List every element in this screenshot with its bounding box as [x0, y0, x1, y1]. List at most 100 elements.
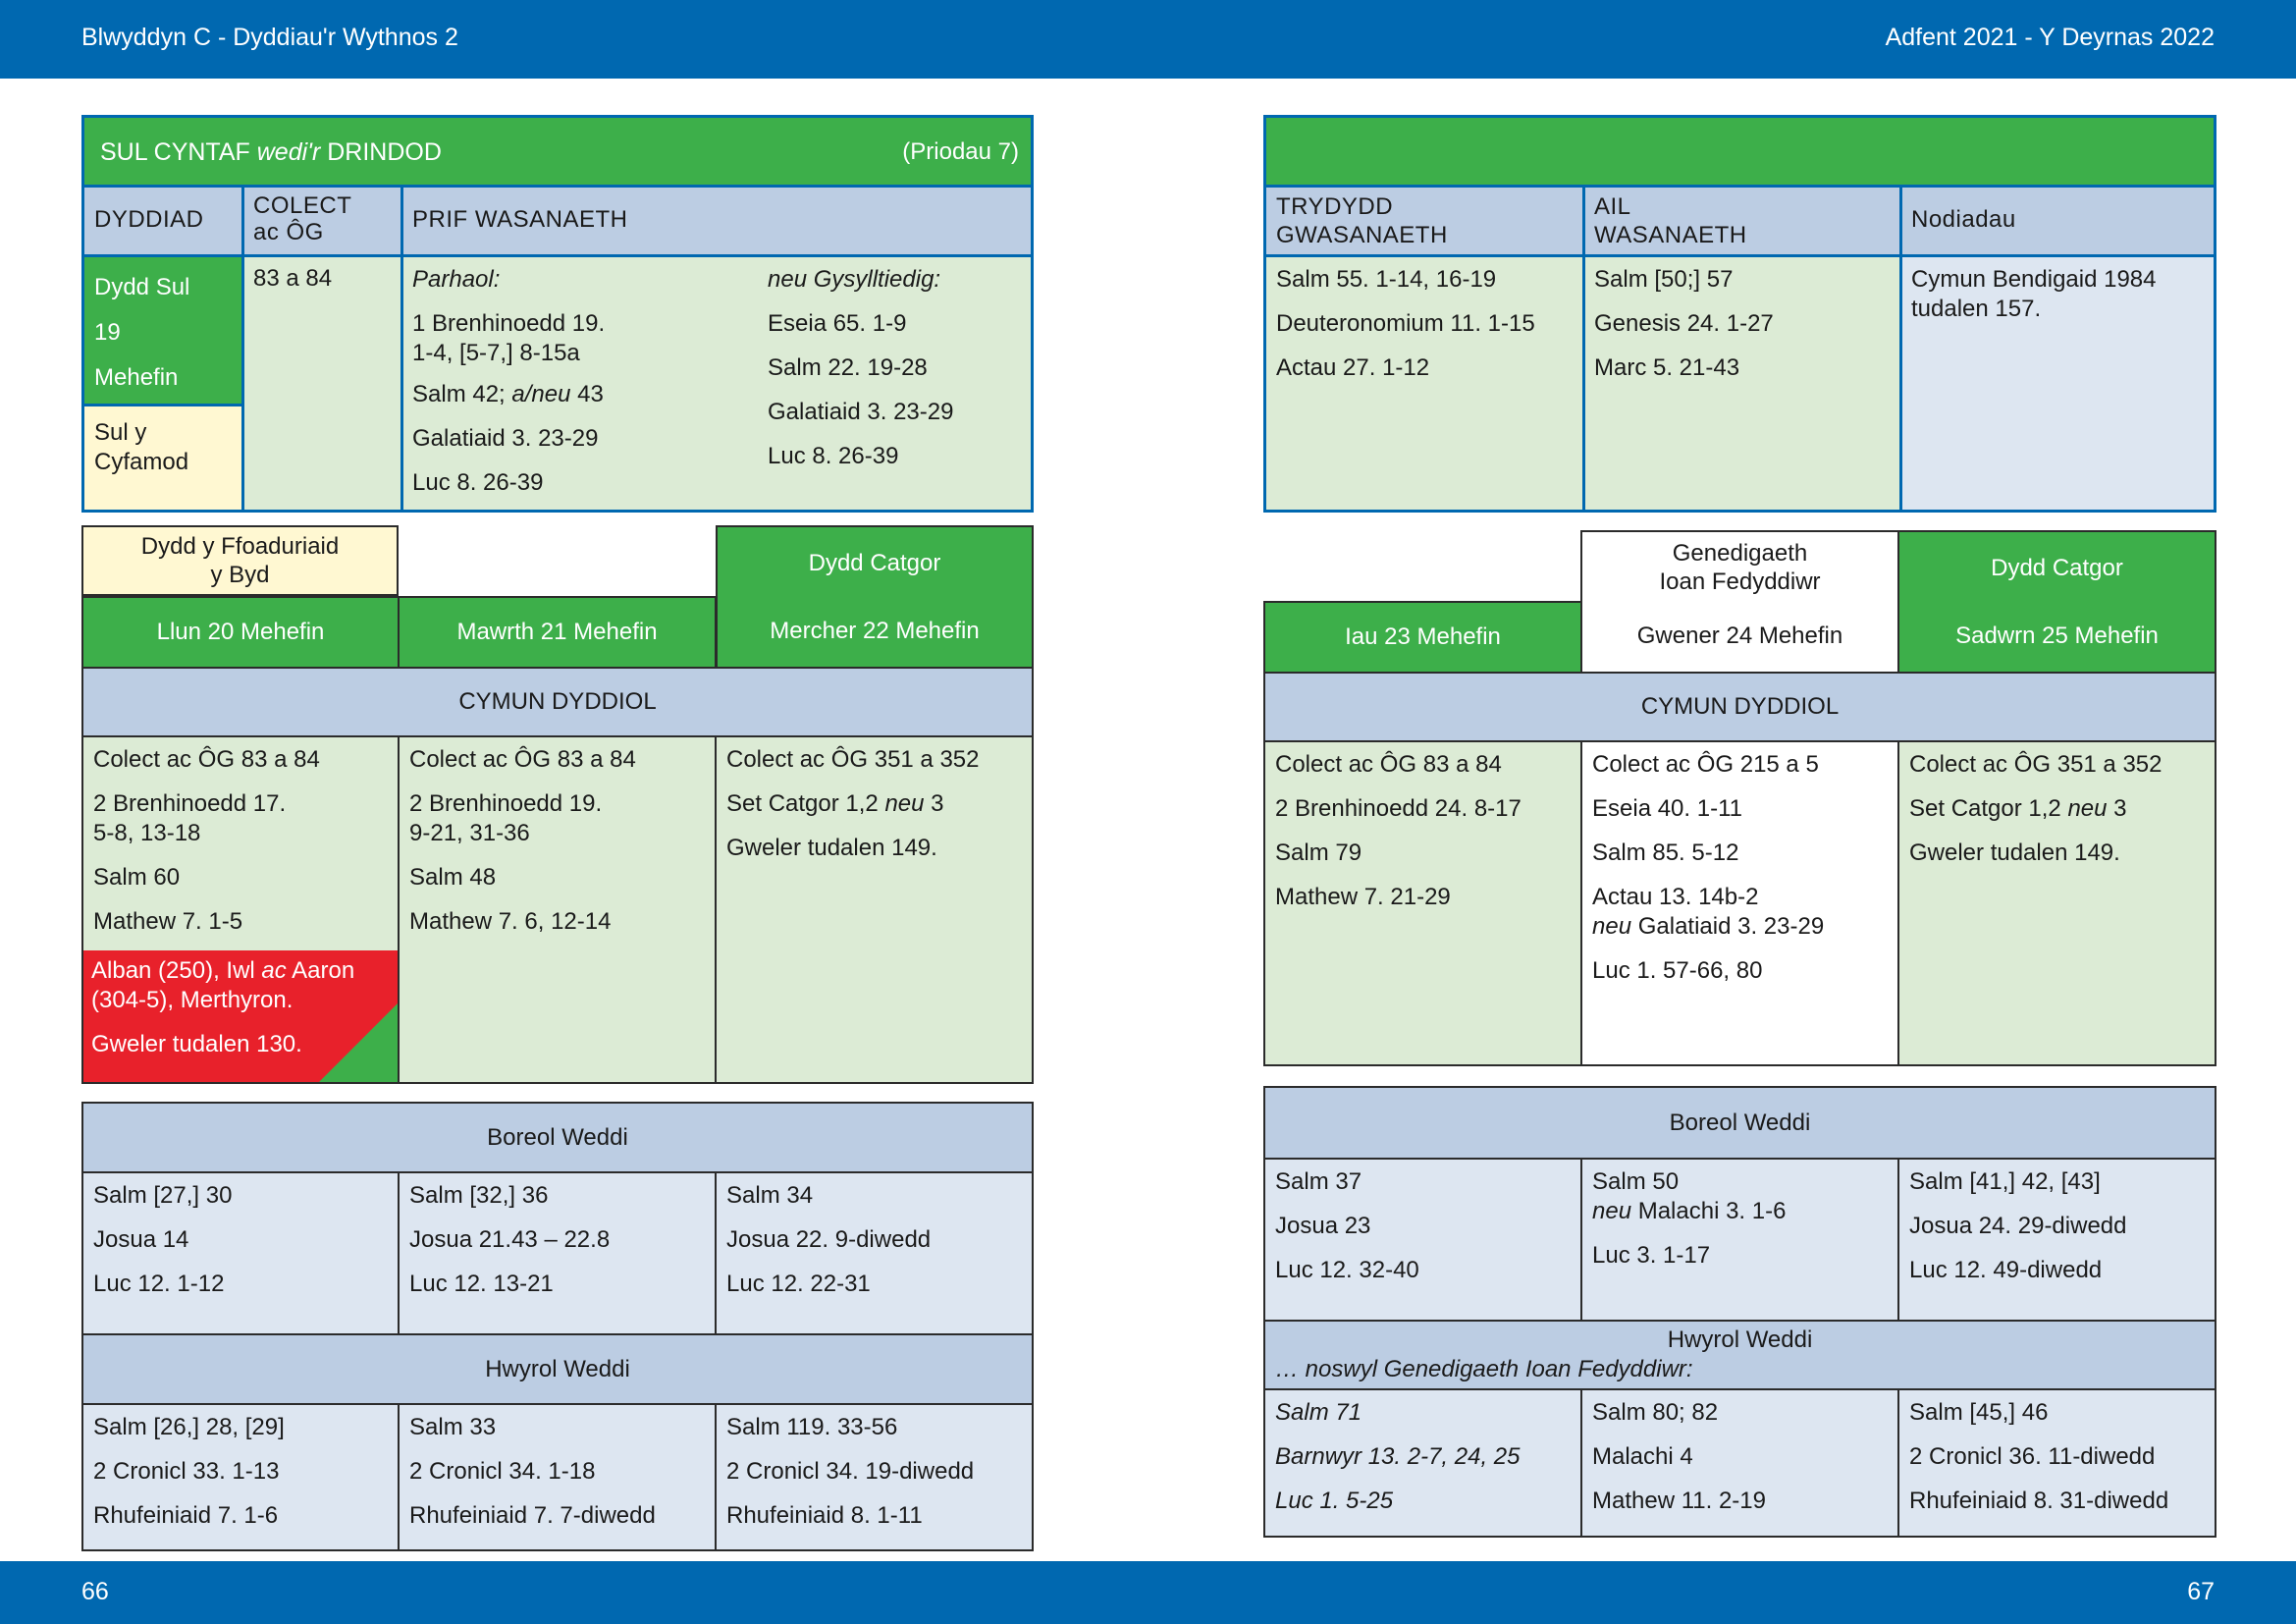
divider — [1899, 188, 1902, 254]
col-header-collect: COLECT ac ÔG — [253, 192, 352, 245]
col-header-main: PRIF WASANAETH — [412, 206, 628, 233]
reading: Deuteronomium 11. 1-15 — [1276, 310, 1535, 337]
divider — [400, 188, 403, 254]
notes-text: Cymun Bendigaid 1984 tudalen 157. — [1911, 266, 2157, 322]
reading-psalm: Salm 42; a/neu 43 — [412, 381, 604, 407]
eucharist-reading: Colect ac ÔG 83 a 84 — [409, 746, 636, 773]
eucharist-reading: Gweler tudalen 149. — [726, 835, 937, 861]
sunday-note: (Priodau 7) — [902, 138, 1019, 165]
evening-reading: Barnwyr 13. 2-7, 24, 25 — [1275, 1443, 1521, 1470]
weekday-name-3: Mercher 22 Mehefin — [770, 618, 980, 644]
reading: 1 Brenhinoedd 19. 1-4, [5-7,] 8-15a — [412, 310, 606, 366]
third-service-cell: Salm 55. 1-14, 16-19 Deuteronomium 11. 1… — [1266, 257, 1582, 510]
eucharist-reading: Colect ac ÔG 83 a 84 — [93, 746, 320, 773]
eucharist-reading: Eseia 40. 1-11 — [1592, 795, 1742, 822]
collect-cell: 83 a 84 — [244, 257, 400, 510]
commemoration-line: Alban (250), Iwl ac Aaron — [91, 957, 355, 984]
eucharist-reading: Colect ac ÔG 215 a 5 — [1592, 751, 1819, 778]
morning-reading: Salm [41,] 42, [43] — [1909, 1168, 2101, 1195]
date-day: Dydd Sul — [94, 274, 190, 300]
page-header: Blwyddyn C - Dyddiau'r Wythnos 2 Adfent … — [0, 0, 2296, 79]
reading: Genesis 24. 1-27 — [1594, 310, 1774, 337]
commemoration-box: Alban (250), Iwl ac Aaron (304-5), Merth… — [83, 950, 398, 1082]
main-service-principal: Parhaol: 1 Brenhinoedd 19. 1-4, [5-7,] 8… — [412, 265, 746, 498]
eucharist-col-5: Colect ac ÔG 215 a 5 Eseia 40. 1-11 Salm… — [1580, 740, 1899, 1066]
eucharist-reading: Salm 48 — [409, 864, 497, 891]
eucharist-reading: Colect ac ÔG 351 a 352 — [1909, 751, 2163, 778]
weekday-name-4: Iau 23 Mehefin — [1263, 601, 1582, 674]
right-title-bar — [1266, 118, 2214, 188]
evening-col-2: Salm 33 2 Cronicl 34. 1-18 Rhufeiniaid 7… — [398, 1403, 717, 1551]
evening-reading: Rhufeiniaid 8. 1-11 — [726, 1502, 923, 1529]
col-header-date: DYDDIAD — [94, 206, 204, 233]
eucharist-reading: Gweler tudalen 149. — [1909, 839, 2120, 866]
right-column-header-row: TRYDYDD GWASANAETH AIL WASANAETH Nodiada… — [1266, 188, 2214, 257]
collect-value: 83 a 84 — [253, 265, 333, 292]
evening-reading: Luc 1. 5-25 — [1275, 1488, 1394, 1514]
evening-col-3: Salm 119. 33-56 2 Cronicl 34. 19-diwedd … — [715, 1403, 1034, 1551]
sunday-name-cell: Sul y Cyfamod — [84, 406, 241, 510]
eucharist-reading: Colect ac ÔG 351 a 352 — [726, 746, 980, 773]
evening-prayer-title: Hwyrol Weddi — [81, 1333, 1034, 1405]
morning-reading: Salm 34 — [726, 1182, 814, 1209]
eucharist-reading: 2 Brenhinoedd 24. 8-17 — [1275, 795, 1522, 822]
evening-reading: Salm 80; 82 — [1592, 1399, 1719, 1426]
divider — [241, 257, 244, 510]
divider — [241, 188, 244, 254]
header-right-title: Adfent 2021 - Y Deyrnas 2022 — [1885, 24, 2215, 51]
eucharist-reading: Mathew 7. 21-29 — [1275, 884, 1451, 910]
related-label: neu Gysylltiedig: — [768, 266, 941, 293]
morning-reading: Salm [32,] 36 — [409, 1182, 549, 1209]
evening-reading: 2 Cronicl 36. 11-diwedd — [1909, 1443, 2156, 1470]
evening-reading: Salm 71 — [1275, 1399, 1362, 1426]
evening-reading: Rhufeiniaid 7. 1-6 — [93, 1502, 279, 1529]
morning-reading: Salm 50 — [1592, 1168, 1680, 1195]
reading: Salm 55. 1-14, 16-19 — [1276, 266, 1497, 293]
reading: Salm 22. 19-28 — [768, 354, 928, 381]
weekday-above-3: Dydd Catgor — [716, 525, 1034, 669]
morning-col-4: Salm 37 Josua 23 Luc 12. 32-40 — [1263, 1158, 1582, 1322]
sunday-table-right: TRYDYDD GWASANAETH AIL WASANAETH Nodiada… — [1263, 115, 2216, 513]
evening-reading: 2 Cronicl 33. 1-13 — [93, 1458, 280, 1485]
morning-reading: Josua 22. 9-diwedd — [726, 1226, 932, 1253]
column-header-row: DYDDIAD COLECT ac ÔG PRIF WASANAETH — [84, 188, 1031, 257]
reading: Galatiaid 3. 23-29 — [412, 425, 599, 452]
morning-reading: Salm 37 — [1275, 1168, 1362, 1195]
divider — [1582, 257, 1585, 510]
eucharist-reading: Set Catgor 1,2 neu 3 — [726, 790, 944, 817]
morning-reading: Josua 21.43 – 22.8 — [409, 1226, 611, 1253]
weekday-name-1: Llun 20 Mehefin — [81, 596, 400, 669]
evening-reading: Salm [26,] 28, [29] — [93, 1414, 285, 1440]
header-left-title: Blwyddyn C - Dyddiau'r Wythnos 2 — [81, 24, 458, 51]
notes-cell: Cymun Bendigaid 1984 tudalen 157. — [1902, 257, 2214, 510]
reading: Eseia 65. 1-9 — [768, 310, 907, 337]
morning-reading: Josua 24. 29-diwedd — [1909, 1213, 2127, 1239]
col-header-notes: Nodiadau — [1911, 206, 2016, 233]
morning-reading: Luc 12. 1-12 — [93, 1271, 225, 1297]
daily-eucharist-title-right: CYMUN DYDDIOL — [1263, 672, 2216, 742]
eucharist-reading: Salm 60 — [93, 864, 181, 891]
eucharist-col-4: Colect ac ÔG 83 a 84 2 Brenhinoedd 24. 8… — [1263, 740, 1582, 1066]
evening-reading: Rhufeiniaid 7. 7-diwedd — [409, 1502, 656, 1529]
weekday-above-6: Dydd Catgor — [1897, 530, 2216, 674]
evening-subtitle: … noswyl Genedigaeth Ioan Fedyddiwr: — [1275, 1356, 1693, 1382]
weekday-name-5: Gwener 24 Mehefin — [1580, 601, 1899, 674]
eucharist-reading: Salm 79 — [1275, 839, 1362, 866]
col-header-third-service: TRYDYDD GWASANAETH — [1276, 193, 1448, 248]
commemoration-page-ref: Gweler tudalen 130. — [91, 1031, 302, 1057]
green-corner-triangle — [319, 1003, 398, 1082]
morning-reading: Salm [27,] 30 — [93, 1182, 233, 1209]
eucharist-reading: 2 Brenhinoedd 17. 5-8, 13-18 — [93, 790, 287, 846]
eucharist-reading: Luc 1. 57-66, 80 — [1592, 957, 1763, 984]
evening-title: Hwyrol Weddi — [1667, 1326, 1813, 1353]
sunday-date-cell: Dydd Sul 19 Mehefin — [84, 257, 241, 406]
morning-reading: Josua 23 — [1275, 1213, 1371, 1239]
sunday-name: Sul y Cyfamod — [94, 419, 189, 475]
sunday-table: SUL CYNTAF wedi'r DRINDOD (Priodau 7) DY… — [81, 115, 1034, 513]
reading: Galatiaid 3. 23-29 — [768, 399, 954, 425]
page-number-right: 67 — [2187, 1578, 2215, 1605]
page-footer: 66 67 — [0, 1561, 2296, 1624]
evening-col-5: Salm 80; 82 Malachi 4 Mathew 11. 2-19 — [1580, 1388, 1899, 1538]
divider — [1899, 257, 1902, 510]
eucharist-reading: Mathew 7. 6, 12-14 — [409, 908, 612, 935]
